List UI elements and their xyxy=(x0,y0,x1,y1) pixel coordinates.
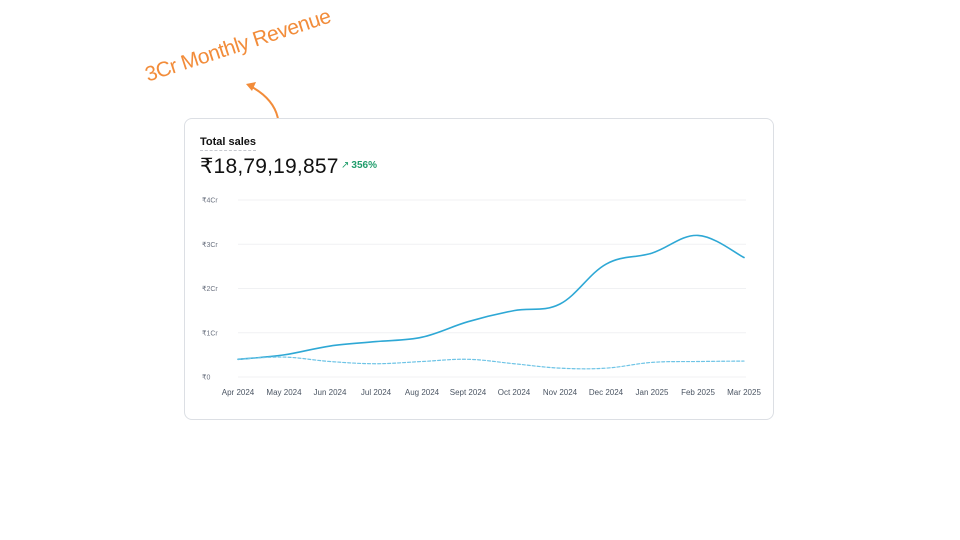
change-badge: ↗ 356% xyxy=(341,160,377,171)
x-tick-label: Dec 2024 xyxy=(589,388,624,397)
total-sales-card: Total sales ₹18,79,19,857 ↗ 356% ₹0 ₹1Cr ₹2… xyxy=(184,118,774,420)
x-tick-label: Mar 2025 xyxy=(727,388,761,397)
annotation-label: 3Cr Monthly Revenue xyxy=(142,4,334,87)
y-tick-label: ₹2Cr xyxy=(202,285,218,293)
x-tick-label: Jun 2024 xyxy=(314,388,347,397)
x-tick-label: Aug 2024 xyxy=(405,388,440,397)
x-tick-label: Sept 2024 xyxy=(450,388,487,397)
y-tick-label: ₹1Cr xyxy=(202,329,218,337)
x-tick-label: Oct 2024 xyxy=(498,388,531,397)
sales-series-line xyxy=(237,234,745,361)
x-tick-label: Jan 2025 xyxy=(636,388,669,397)
change-value: 356% xyxy=(351,160,377,171)
y-tick-label: ₹0 xyxy=(202,374,210,382)
x-tick-label: Nov 2024 xyxy=(543,388,578,397)
sales-line-chart: ₹0 ₹1Cr ₹2Cr ₹3Cr ₹4Cr Apr 2024 May 2024 Jun 20… xyxy=(202,197,761,398)
total-sales-value: ₹18,79,19,857 xyxy=(200,155,339,178)
x-tick-label: May 2024 xyxy=(266,388,302,397)
comparison-series-line xyxy=(237,356,745,370)
x-tick-label: Apr 2024 xyxy=(222,388,255,397)
card-title: Total sales xyxy=(200,136,257,151)
arrow-up-right-icon: ↗ xyxy=(341,160,350,171)
x-tick-label: Feb 2025 xyxy=(681,388,715,397)
x-tick-label: Jul 2024 xyxy=(361,388,392,397)
y-tick-label: ₹4Cr xyxy=(202,197,218,205)
y-tick-label: ₹3Cr xyxy=(202,241,218,249)
